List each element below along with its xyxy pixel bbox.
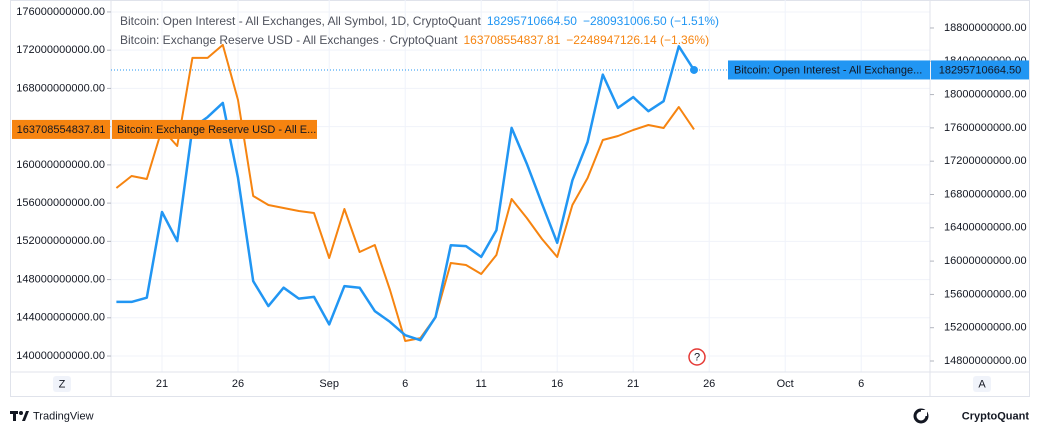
axis-button — [973, 376, 991, 392]
series-tag-label: Bitcoin: Open Interest - All Exchange... — [734, 64, 922, 76]
help-icon-label: ? — [694, 351, 700, 363]
legend-entry: Bitcoin: Exchange Reserve USD - All Exch… — [120, 33, 709, 47]
footer-left: TradingView — [33, 410, 94, 422]
y-tick-label: 140000000000.00 — [16, 350, 105, 362]
legend-value: 18295710664.50 — [487, 14, 577, 28]
y-tick-label: 152000000000.00 — [16, 235, 105, 247]
y2-tick-label: 15600000000.00 — [944, 288, 1027, 300]
help-icon — [688, 348, 706, 366]
y2-tick-label: 18000000000.00 — [944, 88, 1027, 100]
x-tick-label: 6 — [402, 378, 408, 390]
value-tag-label: 18295710664.50 — [939, 64, 1022, 76]
y2-tick-label: 17200000000.00 — [944, 155, 1027, 167]
axis-button-label: Z — [59, 378, 66, 390]
series-line — [116, 45, 696, 342]
y-tick-label: 172000000000.00 — [16, 44, 105, 56]
axis-button — [53, 376, 71, 392]
x-tick-label: 6 — [858, 378, 864, 390]
series-line — [115, 43, 695, 342]
tradingview-logo — [10, 411, 29, 421]
legend-change: −2248947126.14 (−1.36%) — [566, 33, 709, 47]
y2-tick-label: 18800000000.00 — [944, 22, 1027, 34]
x-tick-label: 16 — [551, 378, 563, 390]
y-tick-label: 156000000000.00 — [16, 197, 105, 209]
y2-tick-label: 16400000000.00 — [944, 222, 1027, 234]
x-tick-label: 11 — [475, 378, 486, 390]
y2-tick-label: 16000000000.00 — [944, 255, 1027, 267]
cryptoquant-logo — [913, 408, 929, 424]
x-tick-label: 26 — [232, 378, 244, 390]
series-tag — [112, 119, 317, 139]
y-tick-label: 144000000000.00 — [16, 312, 105, 324]
series-tag-label: Bitcoin: Exchange Reserve USD - All E... — [117, 124, 316, 136]
value-tag-label: 163708554837.81 — [17, 124, 106, 136]
y-tick-label: 168000000000.00 — [16, 82, 105, 94]
footer-right: CryptoQuant — [962, 410, 1030, 422]
legend-name: Bitcoin: Open Interest - All Exchanges, … — [120, 14, 482, 28]
y-tick-label: 176000000000.00 — [16, 6, 105, 18]
x-tick-label: Sep — [319, 378, 339, 390]
chart-frame — [10, 0, 1030, 397]
y2-tick-label: 16800000000.00 — [944, 188, 1027, 200]
y-tick-label: 160000000000.00 — [16, 159, 105, 171]
y2-tick-label: 17600000000.00 — [944, 122, 1027, 134]
value-tag — [12, 119, 110, 139]
series-tag — [728, 60, 930, 80]
x-tick-label: 21 — [156, 378, 168, 390]
x-tick-label: 26 — [703, 378, 715, 390]
y2-tick-label: 14800000000.00 — [944, 355, 1027, 367]
x-tick-label: 21 — [627, 378, 639, 390]
last-point — [690, 65, 698, 74]
axis-button-label: A — [978, 378, 986, 390]
value-tag — [931, 60, 1029, 80]
y-tick-label: 148000000000.00 — [16, 273, 105, 285]
legend-name: Bitcoin: Exchange Reserve USD - All Exch… — [120, 33, 458, 47]
legend-value: 163708554837.81 — [464, 33, 561, 47]
legend-entry: Bitcoin: Open Interest - All Exchanges, … — [120, 14, 719, 28]
x-tick-label: Oct — [777, 378, 794, 390]
legend-change: −280931006.50 (−1.51%) — [583, 14, 719, 28]
y2-tick-label: 15200000000.00 — [944, 322, 1027, 334]
